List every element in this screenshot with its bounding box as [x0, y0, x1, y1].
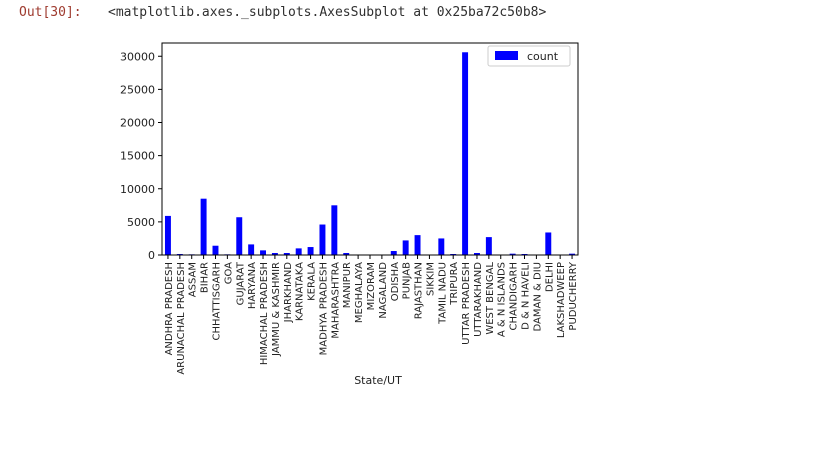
output-text: <matplotlib.axes._subplots.AxesSubplot a…: [108, 5, 547, 20]
x-tick-label: MADHYA PRADESH: [318, 262, 329, 355]
legend-swatch: [495, 51, 518, 60]
y-tick-label: 30000: [120, 50, 155, 63]
x-tick-label: KERALA: [307, 262, 318, 301]
y-tick-label: 5000: [127, 216, 155, 229]
bar: [402, 240, 409, 255]
legend-label: count: [527, 50, 559, 63]
bar: [569, 253, 576, 255]
x-tick-label: ANDHRA PRADESH: [164, 262, 175, 355]
x-tick-label: HARYANA: [247, 262, 258, 309]
bar: [545, 232, 552, 255]
y-tick-label: 20000: [120, 117, 155, 130]
x-tick-label: JHARKHAND: [283, 262, 294, 324]
bar: [248, 244, 255, 255]
x-tick-label: TAMIL NADU: [437, 262, 448, 325]
x-tick-label: ARUNACHAL PRADESH: [176, 262, 187, 375]
bar: [509, 253, 516, 255]
y-tick-label: 10000: [120, 183, 155, 196]
x-tick-label: UTTARAKHAND: [473, 262, 484, 337]
x-tick-label: GOA: [223, 262, 234, 284]
x-tick-label: KARNATAKA: [295, 262, 306, 321]
bar: [485, 237, 492, 255]
axes-frame: [161, 42, 579, 256]
bar: [200, 198, 207, 255]
bar: [271, 253, 278, 255]
x-tick-label: ODISHA: [390, 262, 401, 301]
x-tick-label: D & N HAVELI: [521, 262, 532, 330]
y-tick-label: 0: [148, 249, 155, 262]
y-tick-label: 25000: [120, 83, 155, 96]
x-tick-label: JAMMU & KASHMIR: [271, 262, 282, 357]
x-tick-label: DAMAN & DIU: [532, 262, 543, 331]
x-tick-label: WEST BENGAL: [485, 262, 496, 335]
x-tick-label: ASSAM: [188, 262, 199, 297]
bar: [164, 215, 171, 255]
x-tick-label: A & N ISLANDS: [497, 262, 508, 337]
bar: [390, 251, 397, 255]
x-tick-label: HIMACHAL PRADESH: [259, 262, 270, 365]
x-tick-label: MAHARASHTRA: [330, 262, 341, 339]
x-tick-label: MEGHALAYA: [354, 262, 365, 323]
bar: [236, 217, 243, 255]
x-tick-label: TRIPURA: [449, 262, 460, 306]
legend: count: [487, 45, 571, 67]
x-tick-label: SIKKIM: [425, 262, 436, 296]
x-tick-label: MIZORAM: [366, 262, 377, 310]
x-axis: ANDHRA PRADESH ARUNACHAL PRADESH ASSAM BIHA…: [164, 255, 579, 375]
x-tick-label: PUNJAB: [402, 262, 413, 299]
bars: [164, 52, 576, 256]
bar: [283, 253, 290, 255]
bar: [319, 224, 326, 255]
bar: [343, 253, 350, 255]
bar: [295, 248, 302, 255]
x-tick-label: CHANDIGARH: [509, 262, 520, 331]
bar: [438, 238, 445, 255]
x-tick-label: CHHATTISGARH: [211, 262, 222, 340]
x-tick-label: LAKSHADWEEP: [556, 262, 567, 338]
bar: [212, 245, 219, 255]
output-prompt: Out[30]:: [19, 5, 82, 20]
x-tick-label: PUDUCHERRY: [568, 261, 579, 330]
x-tick-label: RAJASTHAN: [414, 262, 425, 319]
bar: [414, 235, 421, 255]
bar: [462, 52, 469, 256]
bar: [260, 250, 266, 255]
bar: [307, 247, 314, 255]
x-tick-label: GUJARAT: [235, 261, 246, 305]
x-tick-label: UTTAR PRADESH: [461, 262, 472, 345]
x-tick-label: DELHI: [544, 262, 555, 292]
bar: [474, 253, 480, 255]
bar: [331, 205, 338, 255]
x-tick-label: BIHAR: [200, 262, 211, 293]
x-axis-label: State/UT: [354, 374, 402, 387]
x-tick-label: NAGALAND: [378, 262, 389, 319]
y-tick-label: 15000: [120, 150, 155, 163]
x-tick-label: MANIPUR: [342, 262, 353, 308]
y-axis: 0 5000 10000 15000 20000 25000 30000: [120, 50, 162, 262]
